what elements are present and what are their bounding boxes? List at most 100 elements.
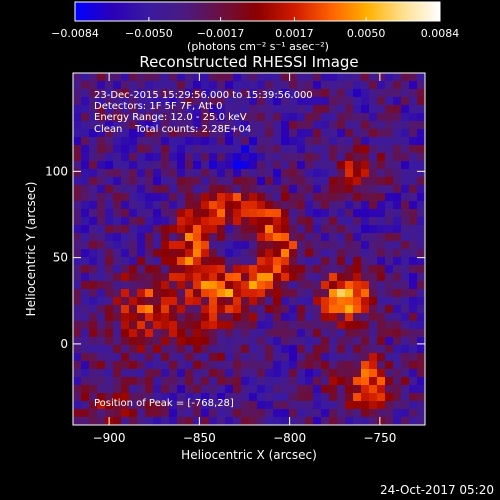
heatmap-cell xyxy=(177,305,185,313)
heatmap-cell xyxy=(281,129,289,137)
heatmap-cell xyxy=(265,153,273,161)
heatmap-cell xyxy=(337,73,345,81)
annotation-detectors: Detectors: 1F 5F 7F, Att 0 xyxy=(94,101,222,112)
heatmap-cell xyxy=(129,369,137,377)
heatmap-cell xyxy=(225,153,233,161)
heatmap-cell xyxy=(289,169,297,177)
heatmap-cell xyxy=(345,209,353,217)
heatmap-cell xyxy=(201,185,209,193)
heatmap-cell xyxy=(369,73,377,81)
heatmap-cell xyxy=(97,353,105,361)
heatmap-cell xyxy=(137,217,145,225)
heatmap-cell xyxy=(409,313,417,321)
heatmap-cell xyxy=(97,345,105,353)
heatmap-cell xyxy=(105,377,113,385)
heatmap-cell xyxy=(153,113,161,121)
heatmap-cell xyxy=(385,113,393,121)
y-axis-label: Heliocentric Y (arcsec) xyxy=(24,182,38,317)
heatmap-cell xyxy=(89,417,97,425)
heatmap-cell xyxy=(393,217,401,225)
heatmap-cell xyxy=(313,417,321,425)
heatmap-cell xyxy=(353,137,361,145)
heatmap-cell xyxy=(257,129,265,137)
heatmap-cell xyxy=(273,353,281,361)
heatmap-cell xyxy=(153,89,161,97)
heatmap-cell xyxy=(161,113,169,121)
heatmap-cell xyxy=(217,89,225,97)
heatmap-cell xyxy=(393,105,401,113)
heatmap-cell xyxy=(137,305,145,313)
heatmap-cell xyxy=(121,73,129,81)
heatmap-cell xyxy=(273,377,281,385)
heatmap-cell xyxy=(305,297,313,305)
heatmap-cell xyxy=(273,345,281,353)
heatmap-cell xyxy=(145,161,153,169)
heatmap-cell xyxy=(257,217,265,225)
heatmap-cell xyxy=(185,321,193,329)
heatmap-cell xyxy=(409,193,417,201)
heatmap-cell xyxy=(209,185,217,193)
heatmap-cell xyxy=(377,313,385,321)
heatmap-cell xyxy=(233,209,241,217)
heatmap-cell xyxy=(265,89,273,97)
heatmap-cell xyxy=(361,201,369,209)
heatmap-cell xyxy=(345,273,353,281)
heatmap-cell xyxy=(361,129,369,137)
heatmap-cell xyxy=(417,249,425,257)
heatmap-cell xyxy=(97,265,105,273)
heatmap-cell xyxy=(241,313,249,321)
heatmap-cell xyxy=(145,305,153,313)
heatmap-cell xyxy=(297,89,305,97)
heatmap-cell xyxy=(289,401,297,409)
heatmap-cell xyxy=(121,417,129,425)
heatmap-cell xyxy=(233,241,241,249)
heatmap-cell xyxy=(305,105,313,113)
heatmap-cell xyxy=(121,145,129,153)
heatmap-cell xyxy=(241,409,249,417)
heatmap-cell xyxy=(193,409,201,417)
heatmap-cell xyxy=(217,257,225,265)
heatmap-cell xyxy=(273,417,281,425)
heatmap-cell xyxy=(289,249,297,257)
heatmap-cell xyxy=(153,313,161,321)
heatmap-cell xyxy=(73,377,81,385)
heatmap-cell xyxy=(297,417,305,425)
heatmap-cell xyxy=(97,393,105,401)
heatmap-cell xyxy=(193,361,201,369)
heatmap-cell xyxy=(345,201,353,209)
heatmap-cell xyxy=(353,401,361,409)
heatmap-cell xyxy=(385,361,393,369)
heatmap-cell xyxy=(137,273,145,281)
heatmap-cell xyxy=(145,129,153,137)
heatmap-cell xyxy=(217,321,225,329)
heatmap-cell xyxy=(353,201,361,209)
heatmap-cell xyxy=(217,81,225,89)
heatmap-cell xyxy=(281,73,289,81)
heatmap-cell xyxy=(169,137,177,145)
heatmap-cell xyxy=(153,233,161,241)
heatmap-cell xyxy=(257,201,265,209)
colorbar-ticks: −0.0084 −0.0050 −0.0017 0.0017 0.0050 0.0084 xyxy=(51,17,459,40)
heatmap-cell xyxy=(257,417,265,425)
heatmap-cell xyxy=(273,321,281,329)
heatmap-cell xyxy=(417,385,425,393)
heatmap-cell xyxy=(361,265,369,273)
heatmap-cell xyxy=(265,401,273,409)
heatmap-cell xyxy=(289,201,297,209)
heatmap-cell xyxy=(209,265,217,273)
heatmap-cell xyxy=(289,145,297,153)
heatmap-cell xyxy=(305,289,313,297)
heatmap-cell xyxy=(369,137,377,145)
heatmap-cell xyxy=(233,201,241,209)
heatmap-cell xyxy=(121,257,129,265)
heatmap-cell xyxy=(89,121,97,129)
heatmap-cell xyxy=(81,105,89,113)
y-tick-label: 0 xyxy=(60,337,68,351)
heatmap-cell xyxy=(409,337,417,345)
heatmap-cell xyxy=(265,417,273,425)
heatmap-cell xyxy=(209,257,217,265)
heatmap-cell xyxy=(321,129,329,137)
heatmap-cell xyxy=(161,257,169,265)
heatmap-cell xyxy=(145,73,153,81)
heatmap-cell xyxy=(401,169,409,177)
